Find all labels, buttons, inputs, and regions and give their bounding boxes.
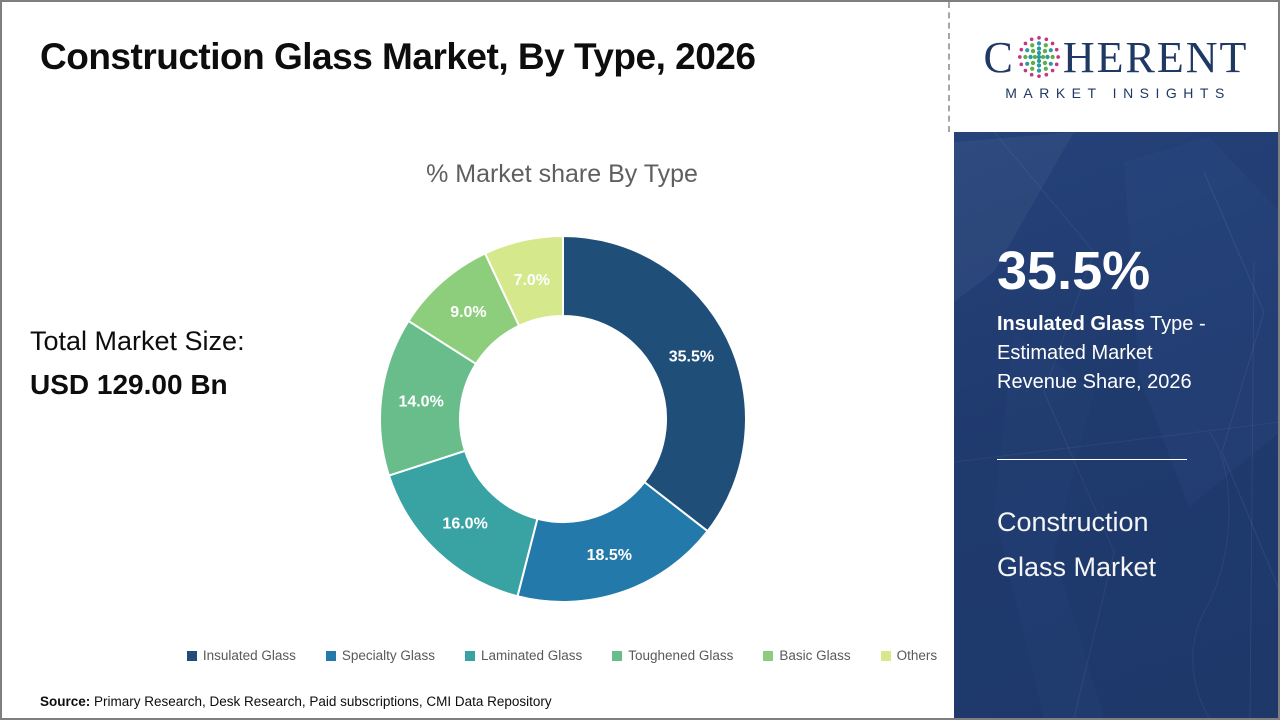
logo-dot xyxy=(1048,47,1053,52)
legend-swatch xyxy=(464,650,475,661)
logo-dot xyxy=(1050,54,1055,59)
market-size-label: Total Market Size: xyxy=(30,326,245,356)
logo-dot xyxy=(1036,50,1042,55)
source-text: Primary Research, Desk Research, Paid su… xyxy=(90,694,552,709)
sidebar-stat-rest: Type - Estimated Market Revenue Share, 2… xyxy=(997,313,1206,393)
logo-dot xyxy=(1037,35,1041,40)
legend-item-others: Others xyxy=(880,648,938,663)
logo-dot xyxy=(1043,66,1048,71)
coherent-logo-dot-sphere-icon xyxy=(1017,35,1060,78)
legend-swatch xyxy=(325,650,336,661)
chart-legend: Insulated Glass Specialty Glass Laminated … xyxy=(152,648,972,663)
logo-dot xyxy=(1043,42,1048,47)
legend-swatch xyxy=(763,650,774,661)
logo-dot xyxy=(1029,42,1035,47)
logo-subtitle: MARKET INSIGHTS xyxy=(1005,84,1231,101)
logo-dot xyxy=(1048,61,1053,66)
legend-item-laminated-glass: Laminated Glass xyxy=(464,648,583,663)
legend-item-basic-glass: Basic Glass xyxy=(763,648,851,663)
logo-dot xyxy=(1044,72,1049,77)
logo-dot xyxy=(1030,48,1036,53)
logo-dot xyxy=(1017,54,1022,59)
sidebar-report-name: Construction Glass Market xyxy=(997,500,1156,590)
legend-label: Toughened Glass xyxy=(628,648,734,663)
legend-item-specialty-glass: Specialty Glass xyxy=(325,648,435,663)
sidebar: 35.5% Insulated Glass Type - Estimated M… xyxy=(954,132,1278,718)
source-line: Source: Primary Research, Desk Research,… xyxy=(40,694,552,709)
legend-label: Insulated Glass xyxy=(202,648,296,663)
logo-dot xyxy=(1028,54,1033,59)
logo-dot xyxy=(1029,72,1034,77)
logo-dot xyxy=(1029,66,1035,71)
slice-data-label: 7.0% xyxy=(514,272,550,289)
legend-swatch xyxy=(186,650,197,661)
sidebar-divider xyxy=(997,459,1187,460)
world-map-texture xyxy=(954,132,1278,718)
sidebar-stat-segment: Insulated Glass xyxy=(997,313,1145,335)
report-name-line2: Glass Market xyxy=(997,552,1157,582)
logo-dot xyxy=(1029,36,1034,41)
logo-dot xyxy=(1032,54,1037,59)
logo-wordmark: C HERENT xyxy=(984,34,1249,82)
slice-data-label: 35.5% xyxy=(669,349,714,366)
logo-dot xyxy=(1036,68,1042,73)
logo-dot xyxy=(1045,54,1050,59)
logo-dot xyxy=(1036,40,1042,45)
donut-slice-insulated-glass xyxy=(562,234,747,533)
sidebar-stat-value: 35.5% xyxy=(997,241,1151,301)
legend-label: Basic Glass xyxy=(779,648,851,663)
logo-letters-herent: HERENT xyxy=(1062,32,1249,82)
total-market-size: Total Market Size: USD 129.00 Bn xyxy=(30,326,245,401)
logo-dot xyxy=(1036,45,1042,51)
legend-swatch xyxy=(612,650,623,661)
logo-dot xyxy=(1036,54,1042,59)
logo-dot xyxy=(1023,54,1028,59)
logo-dot xyxy=(1042,60,1048,65)
chart-title: % Market share By Type xyxy=(426,160,698,188)
legend-label: Others xyxy=(896,648,938,663)
donut-slice-others xyxy=(483,234,564,328)
logo-dot xyxy=(1019,62,1024,66)
slice-data-label: 18.5% xyxy=(587,547,632,564)
legend-label: Laminated Glass xyxy=(480,648,583,663)
slice-data-label: 16.0% xyxy=(442,516,487,533)
legend-swatch xyxy=(880,650,891,661)
logo-dot xyxy=(1025,61,1030,66)
sidebar-stat-description: Insulated Glass Type - Estimated Market … xyxy=(997,310,1225,397)
logo-dot xyxy=(1054,47,1059,51)
logo-dot xyxy=(1050,68,1055,72)
slice-data-label: 14.0% xyxy=(398,394,443,411)
logo-dot xyxy=(1023,68,1028,72)
source-label: Source: xyxy=(40,694,91,709)
logo-dot xyxy=(1050,41,1055,45)
market-size-value: USD 129.00 Bn xyxy=(30,369,228,400)
logo-dot xyxy=(1030,60,1036,65)
logo-dot xyxy=(1044,36,1049,41)
logo-dot xyxy=(1019,47,1024,51)
legend-item-toughened-glass: Toughened Glass xyxy=(612,648,733,663)
logo-dot xyxy=(1037,73,1041,78)
page-title: Construction Glass Market, By Type, 2026 xyxy=(40,36,756,77)
logo-letter-c: C xyxy=(983,32,1015,82)
logo-dot xyxy=(1042,48,1048,53)
donut-chart: 35.5% 18.5% 16.0% 14.0% 9.0% 7.0% xyxy=(373,229,753,609)
logo-dot xyxy=(1023,41,1028,45)
logo-dot xyxy=(1036,62,1042,68)
logo-dot xyxy=(1056,54,1060,59)
main-content: Construction Glass Market, By Type, 2026… xyxy=(2,2,950,718)
logo-dot xyxy=(1054,62,1059,66)
legend-item-insulated-glass: Insulated Glass xyxy=(186,648,296,663)
report-name-line1: Construction xyxy=(997,507,1149,537)
legend-label: Specialty Glass xyxy=(341,648,435,663)
logo: C HERENT MARKET INSIGHTS xyxy=(948,2,1278,132)
logo-dot xyxy=(1036,58,1042,63)
slice-data-label: 9.0% xyxy=(450,304,486,321)
logo-dot xyxy=(1040,54,1046,59)
donut-chart-svg: 35.5% 18.5% 16.0% 14.0% 9.0% 7.0% xyxy=(379,234,747,603)
logo-dot xyxy=(1025,47,1030,52)
